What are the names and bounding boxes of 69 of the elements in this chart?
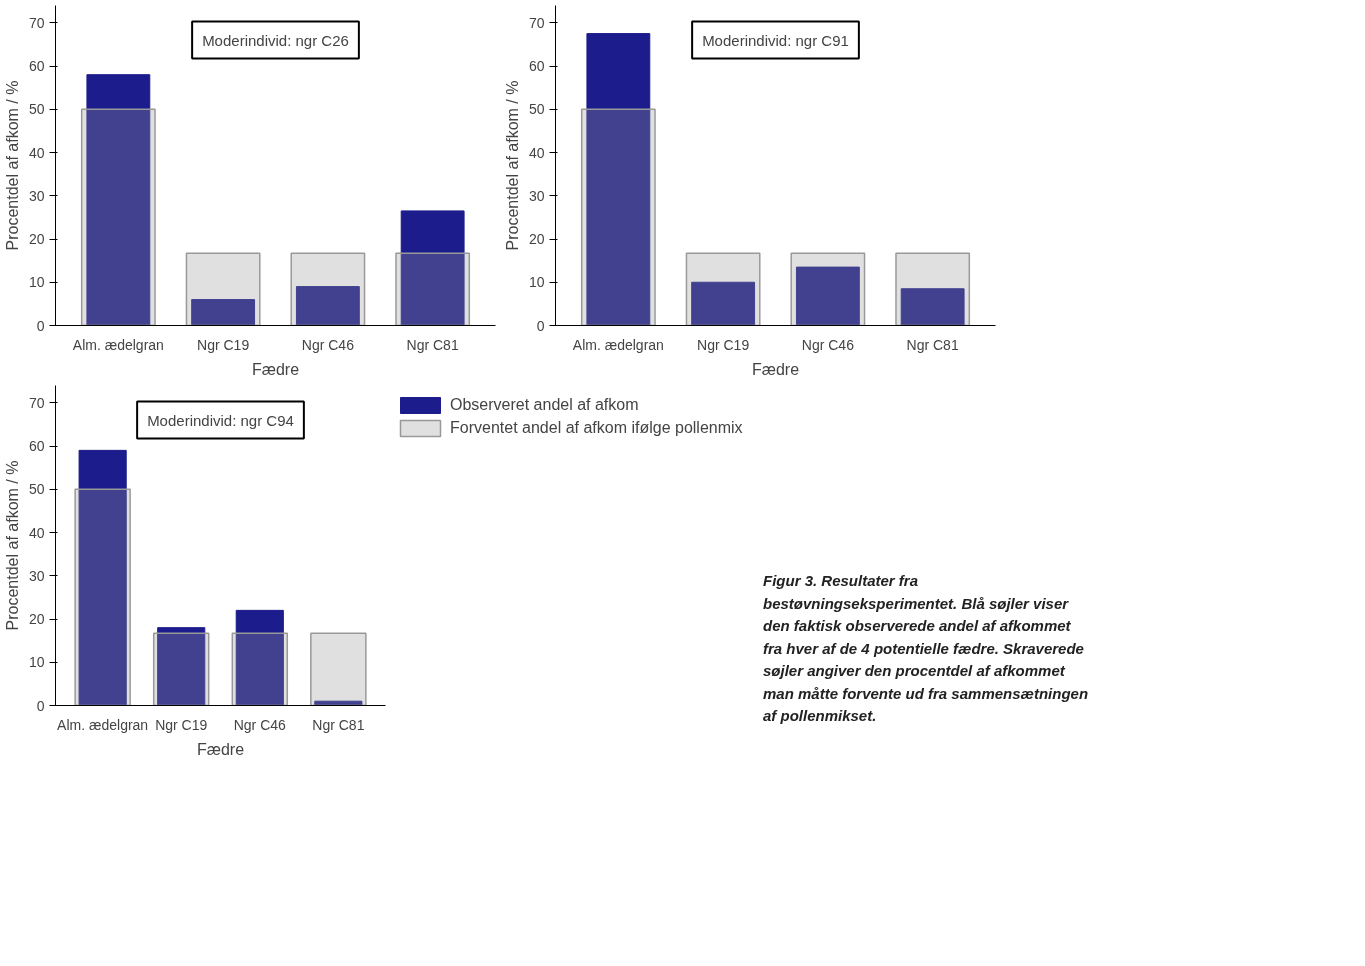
bar bbox=[586, 33, 651, 326]
x-axis-title: Fædre bbox=[196, 740, 245, 758]
y-tick-label: 50 bbox=[528, 101, 545, 118]
y-tick-label: 60 bbox=[28, 438, 45, 455]
y-tick-label: 10 bbox=[28, 654, 45, 671]
bar bbox=[295, 286, 360, 326]
x-axis-title: Fædre bbox=[751, 360, 800, 378]
bar bbox=[895, 252, 971, 326]
y-tick-label: 30 bbox=[528, 187, 545, 204]
y-tick-label: 30 bbox=[28, 187, 45, 204]
y-tick-label: 0 bbox=[36, 317, 45, 334]
x-tick-label: Ngr C46 bbox=[801, 336, 855, 353]
bar bbox=[290, 252, 366, 326]
y-tick-label: 70 bbox=[528, 14, 545, 31]
x-tick-label: Alm. ædelgran bbox=[572, 336, 664, 353]
bar bbox=[185, 252, 261, 326]
y-tick-label: 20 bbox=[28, 231, 45, 248]
y-tick-label: 0 bbox=[36, 697, 45, 714]
y-tick-label: 30 bbox=[28, 567, 45, 584]
x-tick-label: Ngr C81 bbox=[406, 336, 459, 353]
x-tick-label: Alm. ædelgran bbox=[57, 716, 149, 733]
y-tick-label: 40 bbox=[28, 144, 45, 161]
bar bbox=[691, 281, 756, 326]
bar bbox=[395, 252, 471, 326]
y-tick-label: 0 bbox=[536, 317, 545, 334]
bar bbox=[685, 252, 761, 326]
y-tick-label: 70 bbox=[28, 394, 45, 411]
text: Moderindivid: ngr C94 bbox=[147, 411, 294, 429]
x-tick-label: Ngr C81 bbox=[906, 336, 959, 353]
legend-label: Forventet andel af afkom ifølge pollenmix bbox=[450, 419, 743, 437]
x-tick-label: Ngr C19 bbox=[197, 336, 250, 353]
text: Figur 3. Resultater fra bestøvningseksperimentet. Blå søjler viser den faktisk observerede andel af afkommet fra hver af de 4 potentielle fædre. Skraverede søjler angiver den procentdel af afkommet man måtte forvente ud fra sammensætningen af pollenmikset. bbox=[763, 571, 1090, 726]
x-tick-label: Alm. ædelgran bbox=[72, 336, 164, 353]
y-tick-label: 60 bbox=[528, 58, 545, 75]
text: Moderindivid: ngr C26 bbox=[202, 31, 349, 49]
y-tick-label: 50 bbox=[28, 101, 45, 118]
y-tick-label: 70 bbox=[28, 14, 45, 31]
bar bbox=[74, 488, 131, 706]
x-axis-title: Fædre bbox=[251, 360, 300, 378]
bar bbox=[191, 299, 256, 326]
x-tick-label: Ngr C81 bbox=[312, 716, 365, 733]
bar bbox=[400, 210, 465, 326]
bar bbox=[78, 449, 127, 706]
y-tick-label: 20 bbox=[28, 611, 45, 628]
bar bbox=[795, 266, 860, 326]
y-tick-label: 10 bbox=[28, 274, 45, 291]
x-tick-label: Ngr C19 bbox=[697, 336, 750, 353]
y-tick-label: 40 bbox=[528, 144, 545, 161]
y-tick-label: 10 bbox=[528, 274, 545, 291]
bar bbox=[86, 74, 151, 326]
legend-label: Observeret andel af afkom bbox=[450, 396, 639, 414]
y-tick-label: 60 bbox=[28, 58, 45, 75]
y-axis-title: Procentdel af afkom / % bbox=[503, 80, 521, 251]
x-tick-label: Ngr C46 bbox=[301, 336, 355, 353]
bar bbox=[231, 632, 289, 706]
x-tick-label: Ngr C19 bbox=[155, 716, 208, 733]
bar bbox=[900, 288, 965, 326]
bar bbox=[790, 252, 866, 326]
bar bbox=[80, 108, 156, 326]
bar bbox=[235, 609, 284, 706]
bar bbox=[580, 108, 656, 326]
text: Moderindivid: ngr C91 bbox=[702, 31, 849, 49]
y-axis-title: Procentdel af afkom / % bbox=[3, 80, 21, 251]
y-tick-label: 40 bbox=[28, 524, 45, 541]
x-tick-label: Ngr C46 bbox=[233, 716, 287, 733]
y-tick-label: 20 bbox=[528, 231, 545, 248]
bar bbox=[310, 632, 367, 706]
y-axis-title: Procentdel af afkom / % bbox=[3, 460, 21, 631]
y-tick-label: 50 bbox=[28, 481, 45, 498]
